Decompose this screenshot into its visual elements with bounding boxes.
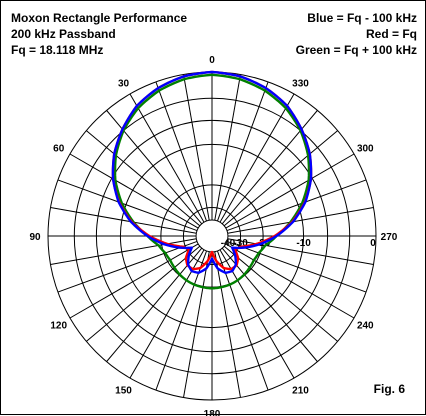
grid-spoke	[225, 153, 355, 229]
grid-spoke	[221, 247, 318, 362]
grid-spoke	[216, 250, 269, 391]
legend-blue: Blue = Fq - 100 kHz	[307, 11, 417, 25]
angle-label: 210	[292, 385, 309, 396]
grid-spoke	[214, 74, 241, 221]
angle-label: 0	[209, 55, 215, 66]
db-label: -10	[296, 238, 311, 249]
grid-spoke	[183, 74, 210, 221]
grid-spoke	[69, 243, 199, 319]
angle-label: 120	[50, 321, 67, 332]
angle-label: 240	[357, 321, 374, 332]
grid-spoke	[227, 238, 374, 265]
db-label: 0	[370, 238, 376, 249]
legend-green: Green = Fq + 100 kHz	[295, 43, 417, 57]
grid-spoke	[223, 130, 338, 227]
grid-spoke	[69, 153, 199, 229]
pattern-curve	[111, 70, 313, 274]
angle-label: 150	[115, 385, 132, 396]
grid-spoke	[57, 179, 198, 232]
angle-label: 180	[204, 409, 221, 416]
legend-red: Red = Fq	[365, 27, 417, 41]
grid-spoke	[106, 247, 203, 362]
grid-spoke	[86, 245, 201, 342]
pattern-curves	[111, 70, 313, 290]
angle-label: 300	[357, 144, 374, 155]
chart-title: Moxon Rectangle Performance	[11, 11, 188, 25]
grid-spoke	[50, 207, 197, 234]
angle-label: 60	[53, 144, 65, 155]
chart-subtitle-passband: 200 kHz Passband	[11, 27, 116, 41]
polar-grid	[47, 71, 377, 401]
grid-spoke	[216, 81, 269, 222]
grid-spoke	[227, 207, 374, 234]
angle-labels: 0 30 60 90 120 150 180 210 240 270 300 330	[29, 55, 397, 416]
angle-label: 30	[118, 79, 130, 90]
grid-spoke	[50, 238, 197, 265]
angle-label: 90	[29, 232, 41, 243]
db-label: -40	[221, 238, 236, 249]
grid-spoke	[129, 93, 205, 223]
grid-spoke	[223, 245, 338, 342]
angle-label: 330	[292, 79, 309, 90]
grid-spoke	[226, 179, 367, 232]
grid-spoke	[225, 243, 355, 319]
grid-spoke	[155, 81, 208, 222]
pattern-curve	[113, 73, 311, 290]
grid-spoke	[226, 240, 367, 293]
grid-spoke	[57, 240, 198, 293]
angle-label: 270	[381, 232, 398, 243]
chart-subtitle-frequency: Fq = 18.118 MHz	[11, 43, 104, 57]
grid-spoke	[86, 130, 201, 227]
grid-spoke	[219, 93, 295, 223]
grid-spoke	[183, 251, 210, 398]
figure-label: Fig. 6	[373, 382, 405, 396]
grid-spoke	[214, 251, 241, 398]
grid-spoke	[155, 250, 208, 391]
db-label: -30	[233, 238, 248, 249]
